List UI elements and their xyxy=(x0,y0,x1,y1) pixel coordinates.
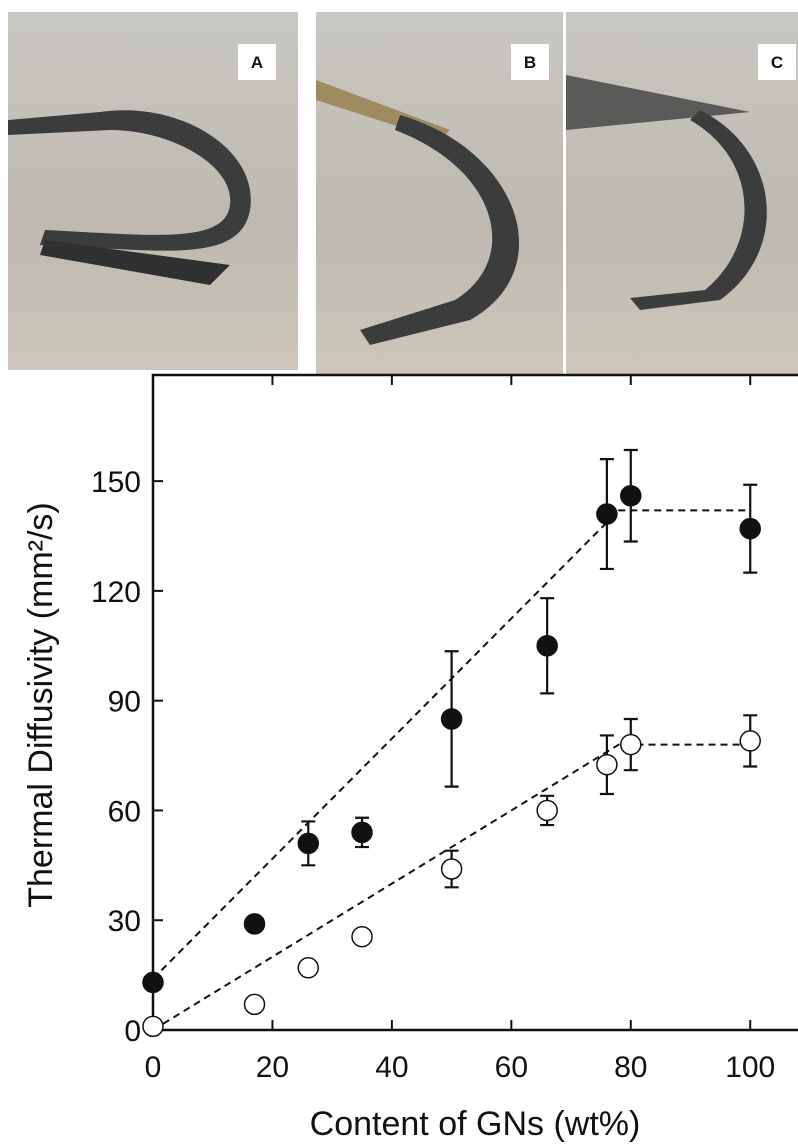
y-tick-label: 150 xyxy=(91,466,141,499)
marker xyxy=(142,971,164,994)
marker xyxy=(351,925,373,948)
x-tick-label: 80 xyxy=(614,1051,647,1084)
marker xyxy=(536,799,558,822)
marker xyxy=(243,993,266,1016)
panel-label: A xyxy=(251,53,263,72)
x-tick-label: 60 xyxy=(495,1051,528,1084)
y-tick-label: 120 xyxy=(91,576,141,609)
x-tick-label: 40 xyxy=(375,1051,408,1084)
y-tick-label: 60 xyxy=(108,795,141,828)
marker xyxy=(739,517,761,540)
marker xyxy=(536,635,558,657)
marker xyxy=(596,503,618,525)
panel-label: C xyxy=(771,53,783,72)
y-axis-label: Thermal Diffusivity (mm²/s) xyxy=(22,502,60,908)
marker xyxy=(351,821,373,844)
marker xyxy=(440,708,463,730)
marker xyxy=(596,753,618,776)
marker xyxy=(142,1015,164,1038)
marker xyxy=(297,957,320,979)
label-box xyxy=(511,44,549,80)
fit-line xyxy=(152,743,751,1031)
marker xyxy=(739,730,761,752)
y-tick-label: 0 xyxy=(124,1015,141,1048)
marker xyxy=(440,858,463,880)
label-box xyxy=(758,44,796,80)
x-tick-label: 100 xyxy=(725,1051,775,1084)
marker xyxy=(243,913,266,935)
marker xyxy=(620,733,642,756)
panel-label: B xyxy=(524,53,536,72)
y-tick-label: 90 xyxy=(108,686,141,719)
x-axis-label: Content of GNs (wt%) xyxy=(310,1105,641,1143)
x-tick-label: 0 xyxy=(145,1051,162,1084)
marker xyxy=(620,485,642,507)
axis-frame xyxy=(151,373,798,1032)
marker xyxy=(297,832,320,855)
y-tick-label: 30 xyxy=(108,905,141,938)
label-box xyxy=(238,44,276,80)
x-tick-label: 20 xyxy=(256,1051,289,1084)
